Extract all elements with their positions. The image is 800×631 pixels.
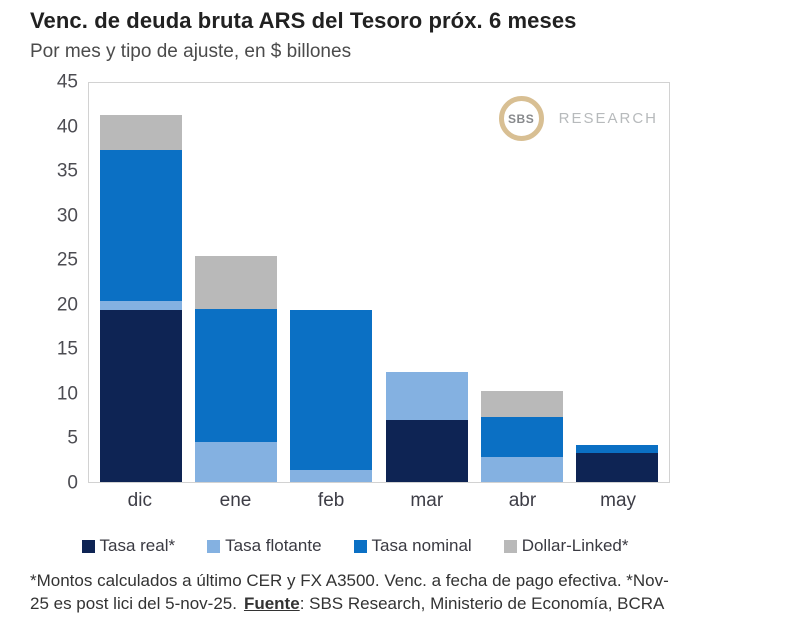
plot-area: SBS RESEARCH (88, 82, 670, 483)
x-tick-label-may: may (600, 490, 637, 511)
bar-chart: 0 5 10 15 20 25 30 35 40 45 SBS RESEARCH dic ene fe… (30, 73, 800, 512)
bar-segment-ene-dollar-linked (194, 255, 277, 310)
legend-swatch-icon (81, 539, 95, 553)
bar-may (576, 83, 659, 482)
bar-segment-abr-dollar-linked (480, 390, 563, 418)
y-axis: 0 5 10 15 20 25 30 35 40 45 (30, 73, 78, 493)
y-tick-label: 25 (56, 249, 78, 271)
chart-legend: Tasa real* Tasa flotante Tasa nominal Dolla… (30, 536, 680, 556)
legend-item-tasa-real: Tasa real* (81, 536, 176, 556)
source-list: : SBS Research, Ministerio de Economía, … (299, 594, 665, 614)
legend-label: Tasa flotante (225, 536, 322, 555)
x-tick-label-abr: abr (508, 490, 537, 511)
x-tick-label-feb: feb (317, 490, 345, 511)
footnote-line2: 25 es post lici del 5-nov-25. (30, 594, 237, 614)
bar-segment-feb-tasa-nominal (290, 310, 373, 470)
bar-segment-dic-dollar-linked (99, 114, 182, 150)
x-axis-labels: dic ene feb mar abr may (88, 490, 670, 512)
chart-subtitle: Por mes y tipo de ajuste, en $ billones (30, 41, 352, 62)
bar-feb (290, 83, 373, 482)
sbs-research-logo: SBS RESEARCH (498, 96, 658, 141)
bar-segment-may-tasa-real (576, 452, 659, 482)
footnote-line1: *Montos calculados a último CER y FX A35… (30, 571, 669, 590)
legend-item-tasa-nominal: Tasa nominal (353, 536, 472, 556)
legend-item-dollar-linked: Dollar-Linked* (503, 536, 629, 556)
bar-abr (480, 83, 563, 482)
y-tick-label: 40 (56, 116, 78, 138)
y-tick-label: 5 (67, 427, 78, 449)
bar-segment-mar-tasa-flotante (385, 372, 468, 420)
chart-card: Venc. de deuda bruta ARS del Tesoro próx… (30, 8, 800, 616)
plot-wrap: SBS RESEARCH dic ene feb mar abr may (88, 82, 670, 512)
bar-segment-ene-tasa-flotante (194, 442, 277, 482)
y-tick-label: 45 (56, 71, 78, 93)
legend-item-tasa-flotante: Tasa flotante (207, 536, 322, 556)
legend-swatch-icon (503, 539, 517, 553)
x-tick-label-ene: ene (219, 490, 252, 511)
bar-segment-dic-tasa-nominal (99, 149, 182, 302)
y-tick-label: 20 (56, 294, 78, 316)
bar-dic (99, 83, 182, 482)
y-tick-label: 30 (56, 205, 78, 227)
bar-segment-feb-tasa-flotante (290, 469, 373, 482)
bar-segment-dic-tasa-flotante (99, 301, 182, 310)
legend-swatch-icon (353, 539, 367, 553)
sbs-logo-ring-icon: SBS (498, 96, 544, 141)
footnote: *Montos calculados a último CER y FX A35… (30, 569, 778, 616)
sbs-logo-text: SBS (508, 111, 535, 126)
y-tick-label: 15 (56, 338, 78, 360)
bar-segment-abr-tasa-flotante (480, 457, 563, 482)
bar-mar (385, 83, 468, 482)
legend-label: Tasa nominal (371, 536, 472, 555)
bar-segment-abr-tasa-nominal (480, 417, 563, 458)
chart-title: Venc. de deuda bruta ARS del Tesoro próx… (30, 8, 577, 33)
y-tick-label: 0 (67, 472, 78, 494)
legend-label: Tasa real* (99, 536, 176, 555)
source-label: Fuente (243, 594, 300, 614)
bar-segment-ene-tasa-nominal (194, 309, 277, 443)
x-tick-label-dic: dic (127, 490, 152, 511)
y-tick-label: 35 (56, 160, 78, 182)
bar-segment-may-tasa-nominal (576, 444, 659, 453)
bar-segment-mar-tasa-real (385, 419, 468, 482)
legend-swatch-icon (207, 539, 221, 553)
research-label: RESEARCH (558, 110, 658, 127)
x-tick-label-mar: mar (410, 490, 444, 511)
bar-segment-dic-tasa-real (99, 310, 182, 482)
y-tick-label: 10 (56, 383, 78, 405)
bar-ene (194, 83, 277, 482)
legend-label: Dollar-Linked* (521, 536, 629, 555)
